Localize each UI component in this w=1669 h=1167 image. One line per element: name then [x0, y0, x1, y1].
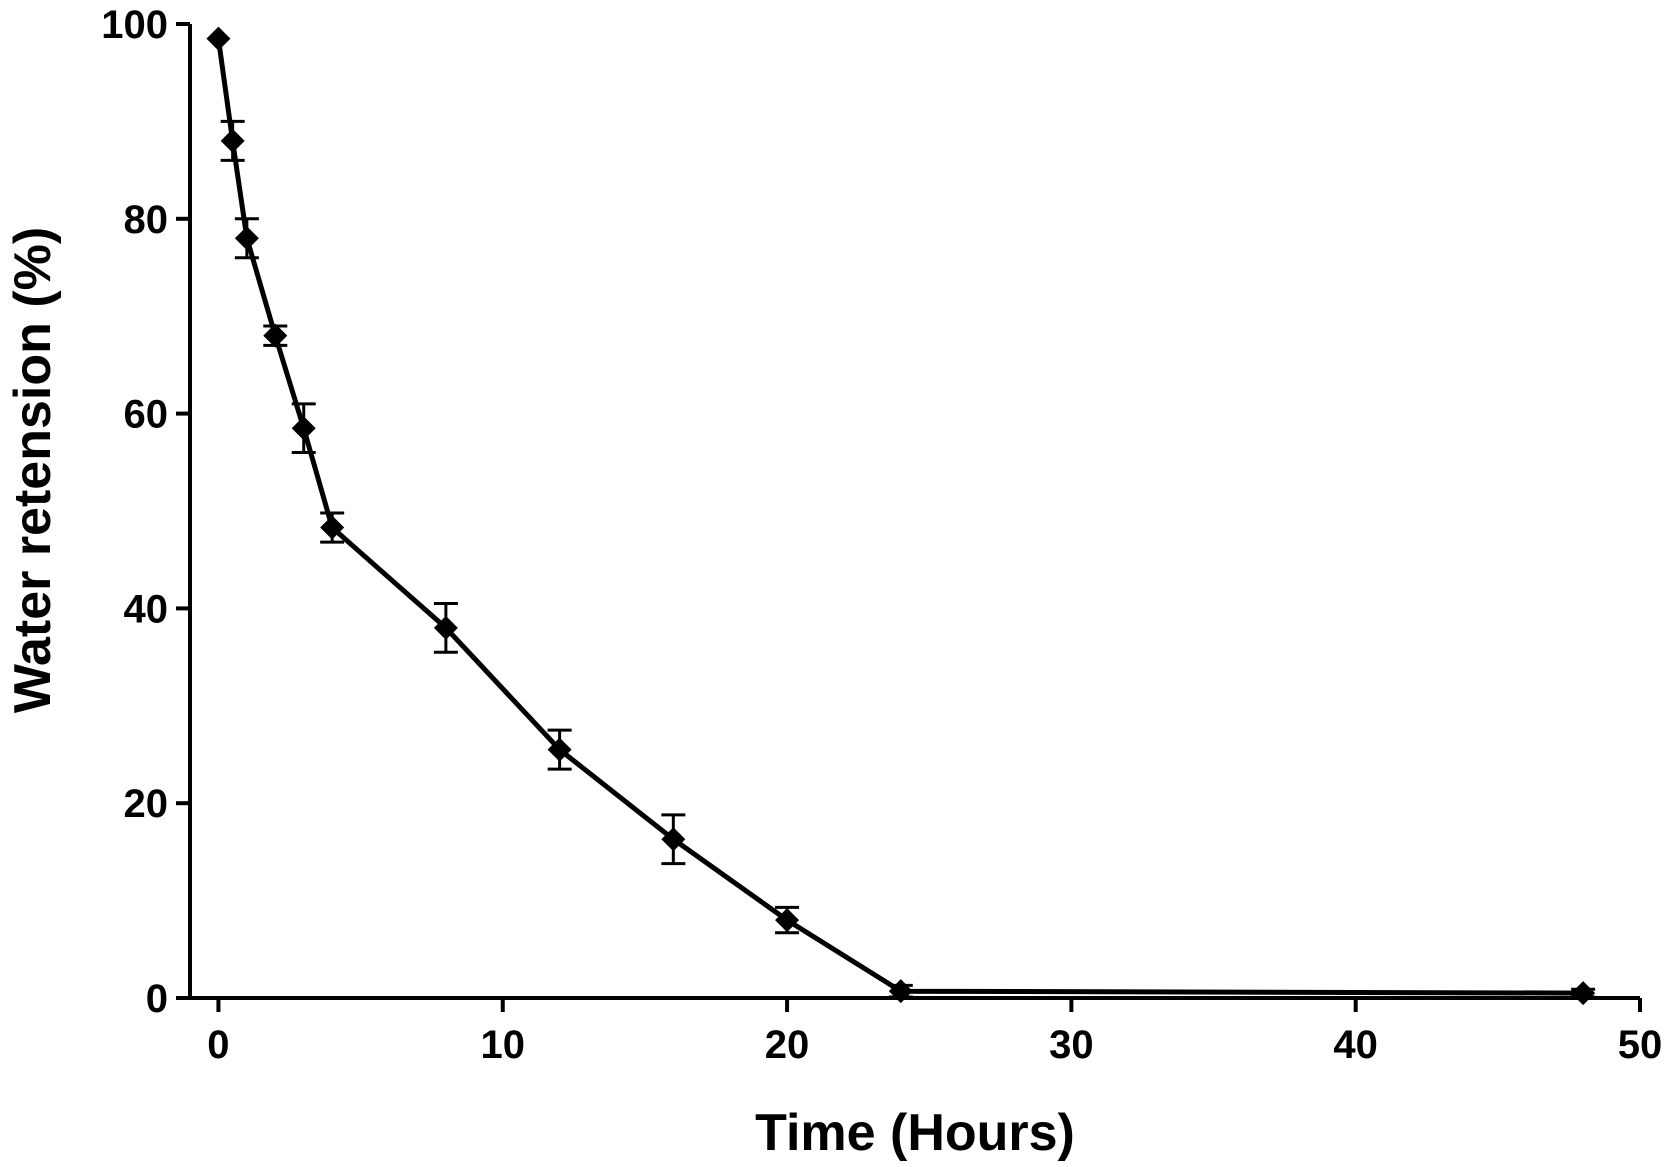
- y-tick-label: 20: [124, 782, 169, 826]
- data-point-marker: [234, 226, 259, 251]
- data-point-marker: [220, 128, 245, 153]
- data-point-marker: [1571, 981, 1596, 1006]
- y-tick-label: 80: [124, 198, 169, 242]
- data-point-marker: [775, 908, 800, 933]
- data-point-marker: [888, 979, 913, 1004]
- x-tick-label: 0: [207, 1023, 229, 1067]
- axes: [188, 24, 1640, 1000]
- y-ticks: 0 20 40 60 80 100: [101, 3, 190, 1021]
- y-tick-label: 0: [146, 977, 168, 1021]
- series-line: [215, 38, 1584, 996]
- y-tick-label: 60: [124, 393, 169, 437]
- data-point-marker: [320, 515, 345, 540]
- data-point-marker: [291, 416, 316, 441]
- x-axis-title: Time (Hours): [755, 1104, 1075, 1162]
- series-layer: [206, 26, 1596, 1006]
- x-tick-label: 40: [1333, 1023, 1378, 1067]
- x-ticks: 0 10 20 30 40 50: [207, 998, 1662, 1067]
- x-tick-label: 50: [1618, 1023, 1663, 1067]
- data-point-marker: [206, 26, 231, 51]
- data-point-marker: [547, 737, 572, 762]
- data-point-marker: [263, 323, 288, 348]
- y-tick-label: 100: [101, 3, 168, 47]
- y-tick-label: 40: [124, 587, 169, 631]
- x-tick-label: 30: [1049, 1023, 1094, 1067]
- data-point-marker: [661, 827, 686, 852]
- y-axis-title: Water retension (%): [4, 227, 62, 713]
- x-tick-label: 10: [480, 1023, 525, 1067]
- data-point-marker: [433, 615, 458, 640]
- x-tick-label: 20: [765, 1023, 810, 1067]
